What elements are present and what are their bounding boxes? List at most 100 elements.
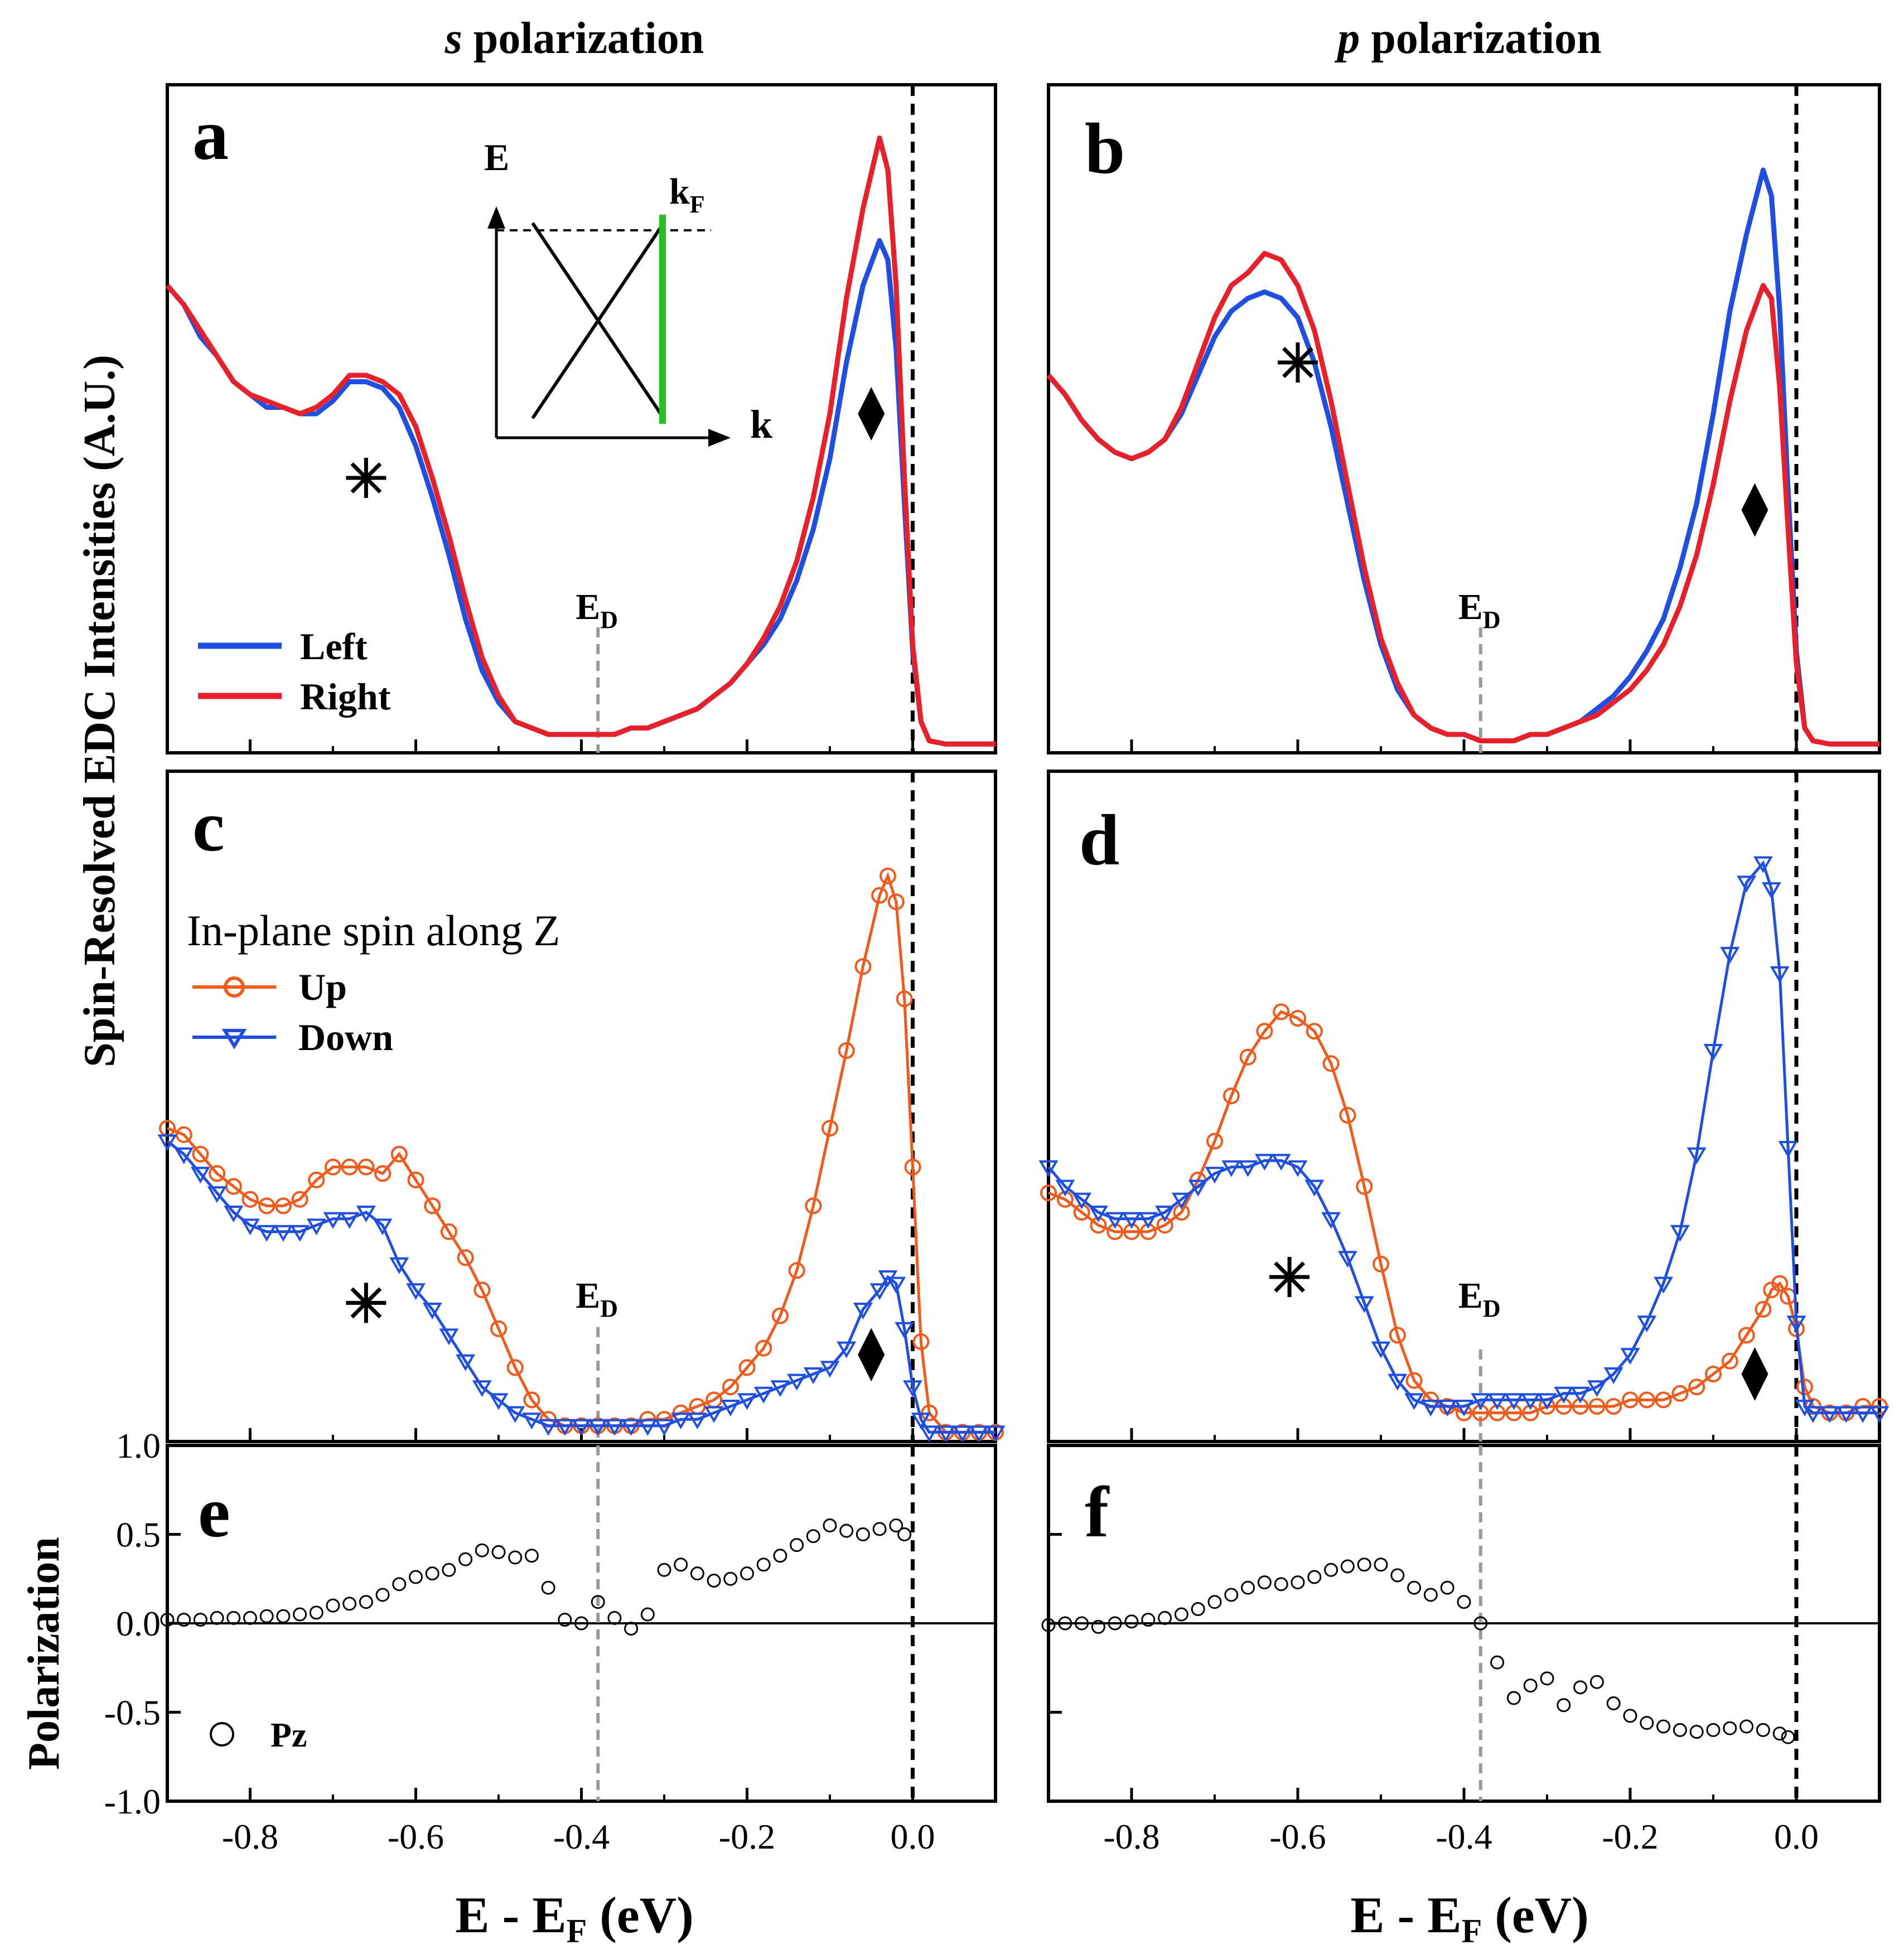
data-point-down xyxy=(373,1218,393,1236)
data-point-down xyxy=(1670,1225,1690,1242)
panel-b: ED xyxy=(1046,83,1881,754)
data-point-pz xyxy=(897,1527,912,1541)
data-point-pz xyxy=(740,1566,754,1581)
data-point-up xyxy=(490,1320,507,1337)
data-point-down xyxy=(654,1419,674,1436)
data-point-up xyxy=(374,1165,392,1182)
panel-d: ED xyxy=(1038,770,1889,1443)
data-point-down xyxy=(1554,1386,1574,1404)
data-point-up xyxy=(1605,1398,1622,1415)
data-point-down xyxy=(1786,1315,1806,1333)
data-point-down xyxy=(1820,1406,1840,1423)
panel-letter-d: d xyxy=(1079,800,1119,881)
data-point-up xyxy=(457,1249,474,1266)
data-point-down xyxy=(953,1425,973,1443)
data-point-down xyxy=(1371,1341,1391,1358)
data-point-down xyxy=(174,1147,194,1164)
data-point-pz xyxy=(342,1597,357,1611)
data-point-pz xyxy=(1457,1595,1471,1609)
panel-letter-e: e xyxy=(198,1472,230,1552)
data-point-pz xyxy=(1407,1580,1422,1595)
data-point-pz xyxy=(723,1571,738,1586)
data-point-down xyxy=(770,1380,790,1397)
data-point-down xyxy=(936,1425,956,1443)
data-point-down xyxy=(572,1419,591,1436)
data-point-pz xyxy=(359,1595,373,1609)
data-point-pz xyxy=(1390,1568,1405,1583)
data-point-down xyxy=(323,1212,343,1229)
data-point-pz xyxy=(1689,1725,1704,1739)
xlabel-left: E - EF (eV) xyxy=(455,1887,694,1950)
data-point-pz xyxy=(309,1605,323,1620)
data-point-down xyxy=(588,1419,608,1436)
asterisk-marker-stroke xyxy=(350,462,382,494)
data-point-down xyxy=(389,1257,409,1274)
data-point-down xyxy=(1205,1167,1225,1184)
data-point-down xyxy=(538,1419,558,1436)
data-point-up xyxy=(440,1223,457,1240)
panel-c: ED xyxy=(157,770,1006,1443)
data-point-down xyxy=(290,1225,310,1242)
data-point-pz xyxy=(458,1552,473,1566)
panel-letter-f: f xyxy=(1085,1472,1110,1552)
data-point-down xyxy=(1437,1400,1457,1416)
series-line-left xyxy=(1046,167,1879,747)
data-point-down xyxy=(340,1212,360,1229)
inset-dispersion: E k kF xyxy=(484,136,772,447)
data-point-pz xyxy=(409,1570,423,1584)
data-point-pz xyxy=(193,1613,207,1627)
data-point-pz xyxy=(1058,1616,1072,1631)
x-tick-label: -0.4 xyxy=(1436,1817,1492,1856)
data-point-down xyxy=(1869,1406,1889,1423)
data-point-up xyxy=(771,1307,789,1324)
data-point-pz xyxy=(1324,1563,1338,1577)
data-point-pz xyxy=(574,1616,588,1631)
data-point-up xyxy=(838,1042,855,1059)
diamond-marker xyxy=(1741,483,1768,537)
data-point-pz xyxy=(1656,1719,1671,1734)
data-point-pz xyxy=(1440,1580,1454,1595)
data-point-down xyxy=(903,1380,922,1397)
data-point-up xyxy=(1239,1048,1257,1066)
data-point-up xyxy=(506,1359,524,1376)
inset-x-arrowhead xyxy=(708,429,731,447)
data-point-up xyxy=(1738,1327,1755,1344)
data-point-up xyxy=(341,1158,358,1176)
ylabel-polarization: Polarization xyxy=(20,1537,69,1770)
data-point-up xyxy=(1322,1055,1340,1072)
data-point-pz xyxy=(1340,1559,1355,1574)
data-point-down xyxy=(1570,1386,1591,1404)
data-point-up xyxy=(871,887,888,904)
data-point-pz xyxy=(1307,1570,1322,1584)
asterisk-marker xyxy=(346,458,386,498)
dirac-point-label: ED xyxy=(1458,1275,1501,1322)
data-point-pz xyxy=(607,1610,622,1625)
y-tick-label: 0.5 xyxy=(116,1515,161,1555)
data-point-up xyxy=(854,958,872,975)
data-point-pz xyxy=(1224,1588,1239,1602)
col-title-s: s polarization xyxy=(444,14,704,63)
data-point-pz xyxy=(259,1609,274,1623)
data-point-up xyxy=(805,1197,822,1215)
data-point-down xyxy=(1388,1373,1408,1391)
data-point-down xyxy=(1537,1393,1557,1410)
series-line-right xyxy=(1046,251,1879,747)
data-point-down xyxy=(489,1393,509,1410)
data-point-down xyxy=(1686,1147,1707,1164)
data-point-down xyxy=(1138,1212,1158,1229)
data-point-up xyxy=(258,1197,276,1215)
data-point-pz xyxy=(839,1523,854,1538)
ylabel-main: Spin-Resolved EDC Intensities (A.U.) xyxy=(75,355,124,1067)
data-point-down xyxy=(505,1406,525,1423)
data-point-up xyxy=(473,1281,491,1299)
data-point-down xyxy=(1354,1296,1374,1313)
data-point-pz xyxy=(1523,1679,1538,1693)
data-point-pz xyxy=(1606,1696,1621,1711)
data-point-down xyxy=(1853,1406,1873,1423)
x-tick-label: -0.8 xyxy=(222,1817,278,1856)
data-point-pz xyxy=(442,1563,456,1577)
asterisk-marker xyxy=(1278,342,1318,383)
dirac-point-label-sub: D xyxy=(1483,1295,1501,1322)
data-point-up xyxy=(1721,1352,1738,1370)
dirac-point-label: ED xyxy=(576,587,618,633)
